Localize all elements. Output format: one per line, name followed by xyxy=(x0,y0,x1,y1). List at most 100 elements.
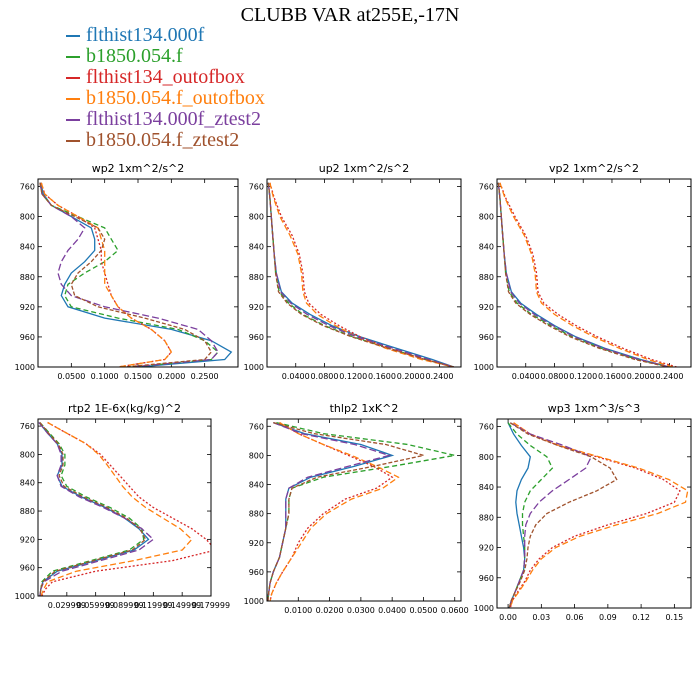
x-tick-label: 0.1500 xyxy=(124,372,152,381)
y-tick-label: 960 xyxy=(20,333,35,342)
y-tick-label: 1000 xyxy=(15,363,35,372)
chart-panel: thlp2 1xK^2 760 800 840 880 920 960 1000 0.0100 0… xyxy=(244,402,469,615)
x-tick-label: 0.089999 xyxy=(105,601,143,610)
y-tick-label: 840 xyxy=(20,243,35,252)
series-line xyxy=(267,182,454,367)
series-line xyxy=(497,182,669,367)
y-tick-label: 920 xyxy=(20,303,35,312)
x-tick-label: 0.0300 xyxy=(347,606,375,615)
y-tick-label: 960 xyxy=(249,568,264,577)
y-tick-label: 760 xyxy=(20,183,35,192)
y-tick-label: 920 xyxy=(20,535,35,544)
y-tick-label: 1000 xyxy=(244,363,264,372)
y-tick-label: 760 xyxy=(249,183,264,192)
series-line xyxy=(39,182,219,367)
y-tick-label: 760 xyxy=(249,422,264,431)
y-tick-label: 760 xyxy=(20,422,35,431)
panel-title: wp2 1xm^2/s^2 xyxy=(92,162,185,175)
y-tick-label: 920 xyxy=(249,539,264,548)
x-tick-label: 0.2000 xyxy=(627,372,655,381)
y-tick-label: 800 xyxy=(479,453,494,462)
x-tick-label: 0.0800 xyxy=(540,372,568,381)
legend-swatch xyxy=(66,55,80,58)
legend-swatch xyxy=(66,97,80,100)
series-line xyxy=(499,182,674,367)
y-tick-label: 760 xyxy=(479,183,494,192)
y-tick-label: 920 xyxy=(479,303,494,312)
x-tick-label: 0.0600 xyxy=(441,606,469,615)
x-tick-label: 0.0500 xyxy=(409,606,437,615)
chart-panel: vp2 1xm^2/s^2 760 800 840 880 920 960 1000 0.040… xyxy=(474,162,692,381)
legend-item: b1850.054.f_outofbox xyxy=(66,87,265,109)
x-tick-label: 0.2000 xyxy=(397,372,425,381)
legend-label: b1850.054.f xyxy=(86,45,183,67)
chart-panel: rtp2 1E-6x(kg/kg)^2 760 800 840 880 920 960 100… xyxy=(15,402,230,610)
legend-item: flthist134.000f xyxy=(66,24,265,46)
legend-swatch xyxy=(66,139,80,142)
legend: flthist134.000f b1850.054.f flthist134_out… xyxy=(66,24,265,151)
series-line xyxy=(39,422,145,596)
y-tick-label: 800 xyxy=(249,451,264,460)
x-tick-label: 0.2400 xyxy=(425,372,453,381)
series-line xyxy=(267,421,424,601)
panel-title: wp3 1xm^3/s^3 xyxy=(548,402,641,415)
plot-frame xyxy=(496,178,692,368)
legend-label: flthist134.000f_ztest2 xyxy=(86,108,261,130)
page-title: CLUBB VAR at255E,-17N xyxy=(240,4,460,26)
x-tick-label: 0.15 xyxy=(665,613,683,622)
y-tick-label: 920 xyxy=(249,303,264,312)
x-tick-label: 0.0100 xyxy=(284,606,312,615)
y-tick-label: 920 xyxy=(479,544,494,553)
y-tick-label: 800 xyxy=(20,450,35,459)
legend-swatch xyxy=(66,118,80,121)
chart-panel: up2 1xm^2/s^2 760 800 840 880 920 960 1000 0.040… xyxy=(244,162,462,381)
legend-item: b1850.054.f xyxy=(66,45,265,67)
y-tick-label: 880 xyxy=(249,273,264,282)
y-tick-label: 840 xyxy=(249,481,264,490)
y-tick-label: 880 xyxy=(20,507,35,516)
series-line xyxy=(267,182,454,367)
x-tick-label: 0.1200 xyxy=(569,372,597,381)
series-line xyxy=(507,422,554,608)
plot-frame xyxy=(266,418,462,602)
y-tick-label: 880 xyxy=(479,513,494,522)
legend-item: b1850.054.f_ztest2 xyxy=(66,129,265,151)
plot-frame xyxy=(266,178,462,368)
plot-frame xyxy=(37,418,212,597)
series-line xyxy=(269,182,454,367)
x-tick-label: 0.06 xyxy=(566,613,584,622)
series-line xyxy=(497,182,670,367)
y-tick-label: 840 xyxy=(479,483,494,492)
x-tick-label: 0.0400 xyxy=(378,606,406,615)
legend-label: flthist134.000f xyxy=(86,24,205,46)
chart-panel: wp2 1xm^2/s^2 760 800 840 880 920 960 1000 0.050… xyxy=(15,162,239,381)
y-tick-label: 840 xyxy=(249,243,264,252)
series-line xyxy=(40,182,173,367)
y-tick-label: 800 xyxy=(249,213,264,222)
x-tick-label: 0.12 xyxy=(632,613,650,622)
y-tick-label: 840 xyxy=(479,243,494,252)
y-tick-label: 800 xyxy=(20,213,35,222)
series-line xyxy=(267,421,455,601)
series-line xyxy=(39,422,147,596)
panel-title: rtp2 1E-6x(kg/kg)^2 xyxy=(68,402,181,415)
y-tick-label: 1000 xyxy=(15,592,35,601)
legend-label: flthist134_outofbox xyxy=(86,66,245,88)
y-tick-label: 960 xyxy=(479,333,494,342)
x-tick-label: 0.0400 xyxy=(512,372,540,381)
series-line xyxy=(497,182,670,367)
y-tick-label: 1000 xyxy=(474,604,494,613)
series-line xyxy=(39,182,213,367)
x-tick-label: 0.2500 xyxy=(191,372,219,381)
y-tick-label: 880 xyxy=(20,273,35,282)
y-tick-label: 960 xyxy=(249,333,264,342)
series-line xyxy=(499,182,677,367)
legend-swatch xyxy=(66,76,80,79)
x-tick-label: 0.179999 xyxy=(192,601,230,610)
y-tick-label: 760 xyxy=(479,423,494,432)
y-tick-label: 800 xyxy=(479,213,494,222)
legend-item: flthist134.000f_ztest2 xyxy=(66,108,265,130)
plot-frame xyxy=(496,418,692,609)
x-tick-label: 0.029999 xyxy=(48,601,86,610)
